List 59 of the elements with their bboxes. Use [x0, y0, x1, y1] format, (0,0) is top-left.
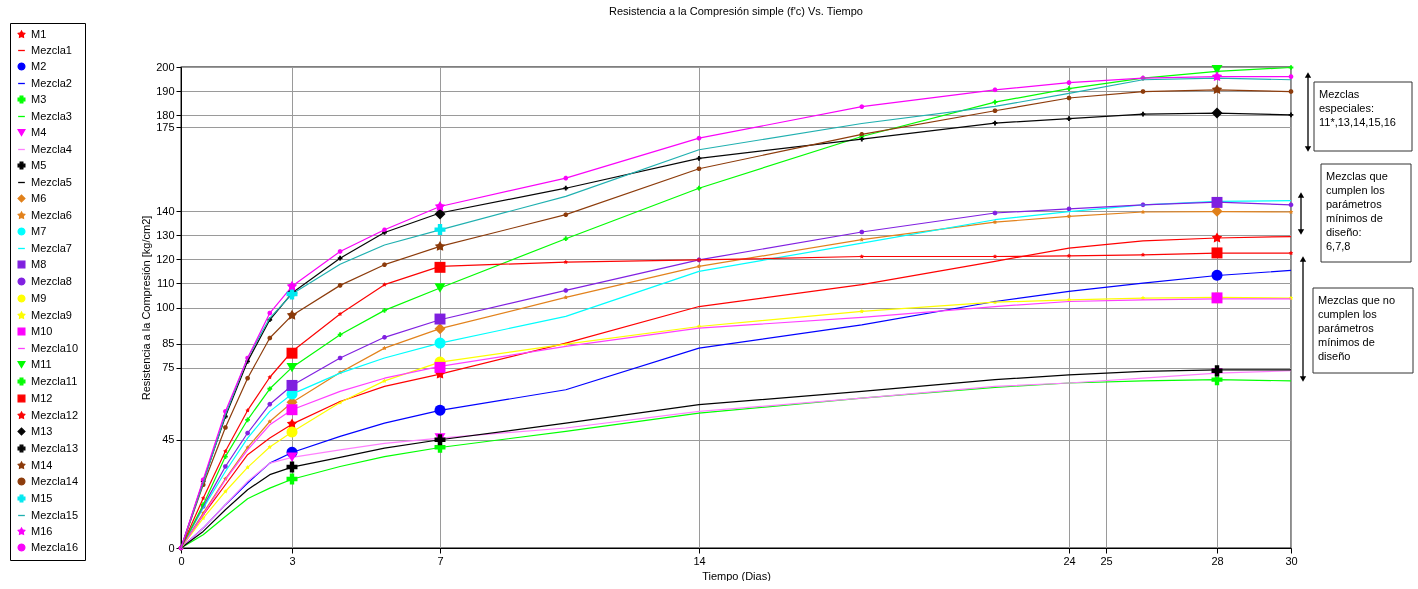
- legend-label: Mezcla14: [31, 474, 79, 487]
- y-tick-label: 100: [156, 301, 175, 313]
- text: Mezclas que cumplen los parámetros mínimos de diseño: 6,7,8: [1326, 170, 1388, 252]
- legend-label: Mezcla7: [31, 241, 72, 254]
- legend-label: Mezcla9: [31, 308, 72, 321]
- y-tick-label: 200: [156, 60, 175, 73]
- x-tick-label: 30: [1285, 554, 1298, 567]
- legend-label: Mezcla8: [31, 274, 72, 287]
- y-tick-label: 45: [162, 433, 175, 446]
- y-tick-label: 0: [168, 541, 175, 554]
- legend-label: M6: [31, 191, 47, 204]
- text: Mezclas especiales: 11*,13,14,15,16: [1319, 88, 1396, 128]
- y-tick-label: 175: [156, 120, 175, 133]
- x-tick-label: 28: [1211, 554, 1224, 567]
- y-tick-label: 180: [156, 108, 175, 121]
- legend-label: Mezcla5: [31, 175, 72, 188]
- legend-label: Mezcla10: [31, 341, 79, 354]
- legend-label: Mezcla13: [31, 441, 79, 454]
- x-tick-label: 0: [178, 554, 185, 567]
- y-tick-label: 110: [156, 276, 175, 289]
- legend-label: Mezcla3: [31, 109, 72, 122]
- x-tick-label: 14: [693, 554, 706, 567]
- legend-label: Mezcla16: [31, 540, 79, 553]
- y-tick-label: 190: [156, 84, 175, 97]
- legend-label: M9: [31, 291, 47, 304]
- y-tick-label: 140: [156, 204, 175, 217]
- y-tick-label: 85: [162, 337, 175, 350]
- y-axis-title: Resistencia a la Compresión [kg/cm2]: [140, 215, 153, 401]
- x-tick-label: 24: [1063, 554, 1076, 567]
- text: Mezclas que no cumplen los parámetros mínimos de diseño: [1318, 294, 1396, 362]
- legend-label: Mezcla15: [31, 508, 79, 521]
- y-tick-label: 75: [162, 361, 175, 374]
- x-tick-label: 7: [437, 554, 444, 567]
- legend-label: M7: [31, 224, 47, 237]
- legend-label: M8: [31, 257, 47, 270]
- chart-title: Resistencia a la Compresión simple (f'c) Vs. Tiempo: [609, 4, 863, 17]
- legend-label: M14: [31, 458, 53, 471]
- legend-label: M5: [31, 158, 47, 171]
- legend-label: Mezcla2: [31, 76, 72, 89]
- legend-label: M3: [31, 92, 47, 105]
- x-tick-label: 3: [289, 554, 296, 567]
- legend-label: M4: [31, 125, 47, 138]
- legend-label: M16: [31, 524, 53, 537]
- legend-label: M11: [31, 357, 52, 370]
- legend-label: Mezcla12: [31, 408, 79, 421]
- legend-label: Mezcla11: [31, 374, 78, 387]
- legend-label: Mezcla4: [31, 142, 72, 155]
- legend-label: M2: [31, 59, 47, 72]
- x-axis-title: Tiempo (Dias): [702, 569, 771, 582]
- legend-label: Mezcla1: [31, 43, 72, 56]
- legend-label: M12: [31, 391, 53, 404]
- legend-label: M10: [31, 324, 53, 337]
- y-tick-label: 120: [156, 252, 175, 265]
- legend-label: Mezcla6: [31, 208, 72, 221]
- legend-label: M1: [31, 27, 47, 40]
- x-tick-label: 25: [1100, 554, 1113, 567]
- legend-label: M15: [31, 491, 53, 504]
- legend-label: M13: [31, 424, 53, 437]
- y-tick-label: 130: [156, 228, 175, 241]
